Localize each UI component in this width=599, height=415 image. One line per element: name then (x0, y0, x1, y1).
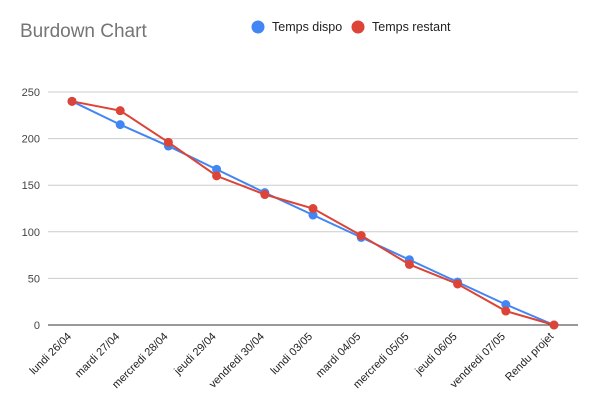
data-point (549, 320, 559, 330)
x-tick-label: lundi 26/04 (28, 331, 75, 378)
y-tick-label: 150 (22, 180, 40, 192)
data-point (404, 259, 414, 269)
y-axis: 0 50 100 150 200 250 (22, 87, 40, 332)
data-point (308, 204, 318, 213)
y-tick-label: 0 (34, 320, 40, 332)
x-tick-label: jeudi 29/04 (171, 331, 218, 378)
y-tick-label: 200 (22, 134, 40, 146)
chart-title: Burdown Chart (20, 21, 147, 42)
data-point (115, 106, 125, 116)
legend-marker (351, 20, 365, 34)
legend-marker (251, 20, 265, 34)
x-tick-label: mardi 04/05 (314, 331, 364, 381)
x-tick-label: jeudi 06/05 (412, 331, 459, 378)
y-tick-label: 250 (22, 87, 40, 99)
x-tick-label: lundi 03/05 (269, 331, 316, 378)
gridlines (48, 91, 578, 326)
data-point (115, 120, 125, 130)
y-tick-label: 100 (22, 227, 40, 239)
series-0 (67, 96, 559, 330)
series-1 (67, 96, 559, 330)
data-point (163, 137, 173, 147)
data-point (501, 306, 511, 316)
data-point (356, 231, 366, 241)
y-tick-label: 50 (28, 273, 40, 285)
data-point (260, 190, 270, 200)
data-point (212, 171, 222, 181)
data-point (453, 279, 463, 289)
legend-label: Temps dispo (272, 20, 342, 34)
x-tick-label: Rendu projet (503, 331, 556, 384)
data-point (212, 164, 222, 174)
data-point (67, 96, 77, 106)
data-point (501, 299, 511, 309)
legend-label: Temps restant (372, 20, 451, 34)
legend: Temps dispo Temps restant (251, 20, 451, 34)
x-tick-label: mardi 27/04 (73, 331, 123, 381)
series-group (67, 96, 559, 330)
data-point (308, 210, 318, 220)
